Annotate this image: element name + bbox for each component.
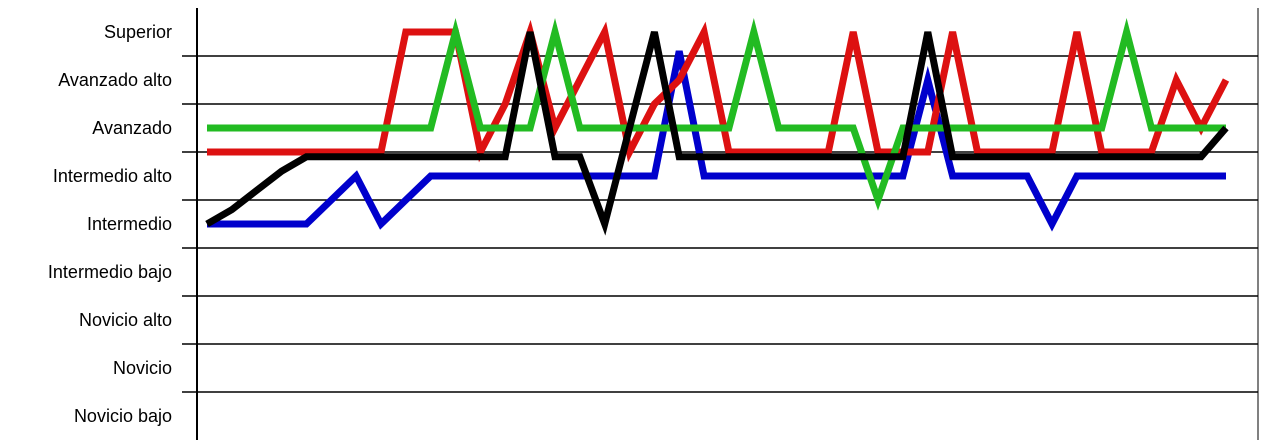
series-line: [205, 31, 1229, 236]
y-tick-label: Avanzado: [92, 118, 172, 138]
axes: [196, 8, 1259, 440]
y-tick-label: Avanzado alto: [58, 70, 172, 90]
series-line: [207, 18, 1226, 211]
y-tick-label: Intermedio: [87, 214, 172, 234]
y-tick-label: Superior: [104, 22, 172, 42]
y-tick-label: Novicio alto: [79, 310, 172, 330]
y-tick-label: Novicio: [113, 358, 172, 378]
y-tick-label: Intermedio alto: [53, 166, 172, 186]
y-tick-label: Novicio bajo: [74, 406, 172, 426]
series-line: [207, 50, 1226, 232]
y-axis-tick-labels: Novicio bajo Novicio Novicio alto Intermedi…: [48, 22, 172, 426]
data-series: [205, 18, 1230, 236]
series-line: [207, 19, 1230, 163]
y-tick-label: Intermedio bajo: [48, 262, 172, 282]
